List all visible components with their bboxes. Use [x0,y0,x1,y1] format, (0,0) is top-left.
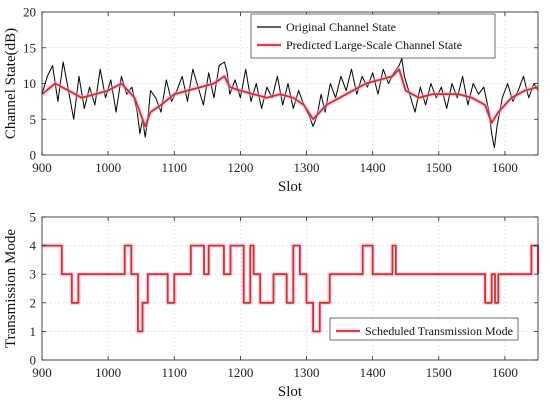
y-tick-label: 5 [30,210,37,225]
series-line-1 [41,68,539,128]
x-tick-label: 1200 [227,365,253,380]
y-tick-label: 0 [30,353,37,368]
x-tick-label: 900 [32,365,52,380]
x-tick-label: 1600 [492,365,518,380]
x-tick-label: 1000 [95,365,121,380]
legend-box [250,13,496,59]
y-tick-label: 20 [23,5,36,20]
x-tick-label: 1100 [162,160,188,175]
y-tick-label: 1 [30,324,37,339]
legend: Original Channel State Predicted Large-Sc… [250,13,496,59]
transmission-mode-chart: 900 1000 1100 1200 1300 1400 1500 1600 0 1 2 3 4 5 Slo… [3,210,541,400]
x-axis-label: Slot [278,179,303,195]
y-tick-label: 10 [23,76,36,91]
legend-box [329,317,519,341]
x-tick-label: 1600 [492,160,518,175]
plot-frame [41,216,539,361]
y-tick-label: 15 [23,40,36,55]
x-tick-label: 1200 [227,160,253,175]
y-axis-label: Transmission Mode [3,229,19,348]
channel-state-chart: 900 1000 1100 1200 1300 1400 1500 1600 0 5 10 15 20 S… [3,5,539,195]
x-tick-label: 1400 [360,160,386,175]
series-line-0 [42,244,539,333]
x-tick-label: 1500 [426,160,452,175]
legend-entry: Predicted Large-Scale Channel State [286,38,462,52]
legend: Scheduled Transmission Mode [329,317,519,341]
y-tick-label: 5 [30,112,37,127]
x-tick-label: 1100 [162,365,188,380]
y-axis-label: Channel State(dB) [3,28,19,139]
x-tick-label: 1000 [95,160,121,175]
y-tick-label: 3 [30,267,37,282]
y-tick-label: 2 [30,295,37,310]
legend-entry: Scheduled Transmission Mode [365,324,513,338]
y-tick-label: 4 [30,238,37,253]
x-tick-label: 1300 [294,160,320,175]
x-tick-label: 1500 [426,365,452,380]
x-tick-label: 1400 [360,365,386,380]
legend-entry: Original Channel State [286,20,396,34]
x-axis-label: Slot [278,384,303,400]
x-tick-label: 1300 [294,365,320,380]
y-tick-label: 0 [30,148,37,163]
x-tick-label: 900 [32,160,52,175]
